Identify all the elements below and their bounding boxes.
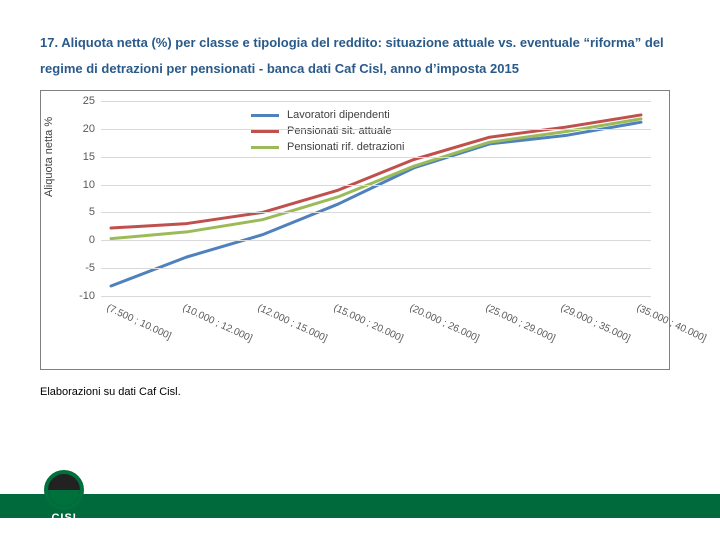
grid-line (101, 101, 651, 102)
grid-line (101, 296, 651, 297)
plot-area: Lavoratori dipendenti Pensionati sit. att… (101, 101, 651, 296)
legend-swatch (251, 114, 279, 117)
y-tick-label: 25 (83, 95, 95, 107)
y-tick-label: -10 (79, 290, 95, 302)
logo-text: CISL (44, 512, 88, 524)
y-tick-label: 0 (89, 234, 95, 246)
x-tick-label: (29.000 ; 35.000] (559, 303, 632, 345)
legend-label: Lavoratori dipendenti (287, 109, 390, 121)
grid-line (101, 185, 651, 186)
y-tick-label: 5 (89, 206, 95, 218)
legend-item: Lavoratori dipendenti (251, 107, 404, 123)
x-tick-label: (15.000 ; 20.000] (332, 303, 405, 345)
logo-icon (44, 470, 84, 510)
grid-line (101, 240, 651, 241)
y-tick-label: -5 (85, 262, 95, 274)
y-tick-label: 15 (83, 151, 95, 163)
x-tick-label: (7.500 ; 10.000] (105, 303, 173, 343)
y-tick-label: 20 (83, 123, 95, 135)
grid-line (101, 268, 651, 269)
legend-swatch (251, 130, 279, 133)
legend-item: Pensionati sit. attuale (251, 123, 404, 139)
caption: Elaborazioni su dati Caf Cisl. (40, 386, 680, 398)
grid-line (101, 212, 651, 213)
footer-bar (0, 494, 720, 518)
x-tick-label: (12.000 ; 15.000] (256, 303, 329, 345)
y-tick-label: 10 (83, 179, 95, 191)
x-tick-label: (20.000 ; 26.000] (408, 303, 481, 345)
legend-item: Pensionati rif. detrazioni (251, 139, 404, 155)
slide-title: 17. Aliquota netta (%) per classe e tipo… (40, 30, 680, 82)
y-axis-label: Aliquota netta % (43, 117, 55, 197)
grid-line (101, 129, 651, 130)
legend-label: Pensionati rif. detrazioni (287, 141, 404, 153)
x-tick-label: (35.000 ; 40.000] (635, 303, 708, 345)
legend-label: Pensionati sit. attuale (287, 125, 392, 137)
x-tick-label: (25.000 ; 29.000] (483, 303, 556, 345)
x-tick-label: (10.000 ; 12.000] (180, 303, 253, 345)
chart: Aliquota netta % Lavoratori dipendenti Pe… (40, 90, 670, 370)
legend-swatch (251, 146, 279, 149)
grid-line (101, 157, 651, 158)
cisl-logo: CISL (44, 470, 88, 528)
legend: Lavoratori dipendenti Pensionati sit. att… (251, 107, 404, 155)
